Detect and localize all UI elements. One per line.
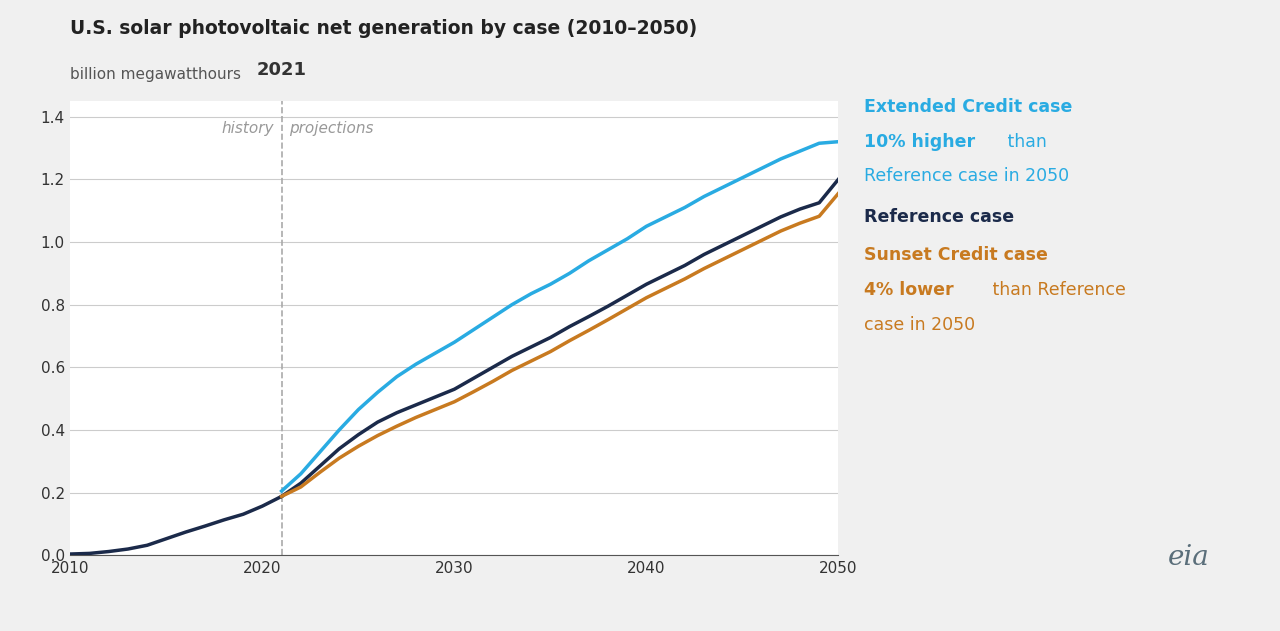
Text: Extended Credit case: Extended Credit case bbox=[864, 98, 1073, 116]
Text: history: history bbox=[221, 121, 274, 136]
Text: than Reference: than Reference bbox=[987, 281, 1125, 299]
Text: U.S. solar photovoltaic net generation by case (2010–2050): U.S. solar photovoltaic net generation b… bbox=[70, 19, 698, 38]
Text: than: than bbox=[1002, 133, 1047, 151]
Text: Reference case in 2050: Reference case in 2050 bbox=[864, 167, 1069, 186]
Text: 2021: 2021 bbox=[256, 61, 307, 79]
Text: billion megawatthours: billion megawatthours bbox=[70, 67, 242, 82]
Text: case in 2050: case in 2050 bbox=[864, 316, 975, 334]
Text: eia: eia bbox=[1167, 544, 1210, 571]
Text: 10% higher: 10% higher bbox=[864, 133, 975, 151]
Text: 4% lower: 4% lower bbox=[864, 281, 954, 299]
Text: projections: projections bbox=[289, 121, 374, 136]
Text: Sunset Credit case: Sunset Credit case bbox=[864, 246, 1048, 264]
Text: Reference case: Reference case bbox=[864, 208, 1014, 227]
